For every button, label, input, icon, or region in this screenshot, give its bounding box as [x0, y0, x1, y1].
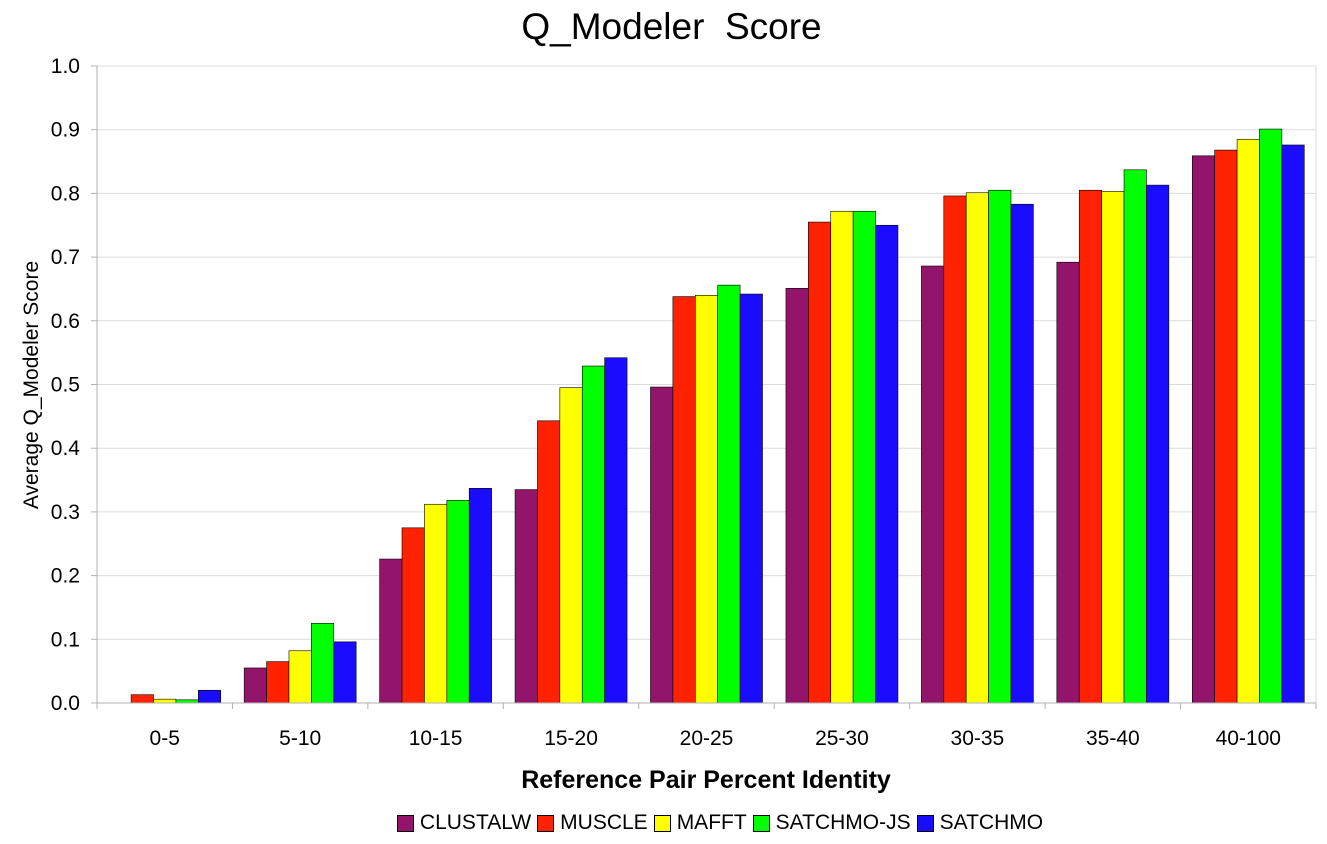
bar	[130, 694, 154, 704]
x-tick-label: 30-35	[951, 727, 1005, 750]
bar	[604, 357, 628, 704]
bar	[1056, 261, 1080, 704]
y-tick-label: 0.1	[51, 628, 80, 651]
x-tick-label: 25-30	[815, 727, 869, 750]
x-tick-label: 0-5	[150, 727, 180, 750]
bar	[198, 689, 222, 704]
y-tick-label: 0.5	[51, 374, 80, 397]
bar	[379, 558, 403, 704]
legend-label: SATCHMO-JS	[775, 811, 911, 834]
bars	[130, 128, 1305, 704]
bar	[830, 210, 854, 704]
x-tick-label: 15-20	[544, 727, 598, 750]
legend-label: MUSCLE	[560, 811, 648, 834]
bar	[1236, 138, 1260, 704]
y-tick-label: 0.3	[51, 501, 80, 524]
legend-item: MAFFT	[653, 811, 747, 835]
x-tick-label: 40-100	[1216, 727, 1281, 750]
bar	[1146, 184, 1170, 704]
bar	[311, 623, 335, 704]
bar	[875, 224, 899, 704]
y-tick-label: 0.6	[51, 310, 80, 333]
bar	[672, 296, 696, 704]
axes	[91, 65, 1317, 709]
bar	[650, 386, 674, 704]
legend-item: CLUSTALW	[396, 811, 532, 835]
bar	[559, 387, 583, 704]
legend-label: SATCHMO	[939, 811, 1044, 834]
bar	[988, 189, 1012, 704]
bar	[965, 192, 989, 704]
legend-swatch	[653, 814, 671, 832]
bar	[537, 420, 561, 704]
bar	[288, 650, 312, 704]
x-tick-label: 5-10	[279, 727, 321, 750]
legend-item: MUSCLE	[537, 811, 648, 835]
bar	[739, 293, 763, 704]
bar	[446, 500, 470, 704]
x-tick-label: 20-25	[680, 727, 734, 750]
legend-swatch	[396, 814, 414, 832]
bar	[1123, 169, 1147, 704]
chart-title: Q_Modeler Score	[521, 6, 822, 47]
legend-item: SATCHMO	[916, 811, 1044, 835]
y-tick-label: 0.8	[51, 182, 80, 205]
bar	[581, 365, 605, 704]
bar	[401, 527, 425, 704]
x-tick-label: 10-15	[409, 727, 463, 750]
legend-swatch	[916, 814, 934, 832]
legend-swatch	[752, 814, 770, 832]
bar	[1078, 189, 1102, 704]
legend-item: SATCHMO-JS	[752, 811, 911, 835]
bar	[808, 221, 832, 704]
bar	[852, 210, 876, 704]
bar	[943, 195, 967, 704]
legend-label: CLUSTALW	[419, 811, 532, 834]
bar	[1259, 128, 1283, 704]
bar	[1214, 149, 1238, 704]
y-tick-label: 0.7	[51, 246, 80, 269]
bar	[1281, 144, 1305, 704]
bar	[717, 284, 741, 704]
y-tick-labels: 0.0 0.1 0.2 0.3 0.4 0.5 0.6 0.7 0.8 0.9 1.0	[51, 55, 81, 715]
legend-swatch	[537, 814, 555, 832]
bar	[1010, 203, 1034, 704]
x-tick-labels: 0-5 5-10 10-15 15-20 20-25 25-30 30-35 35-40 40-…	[150, 727, 1281, 750]
bar	[921, 265, 945, 704]
y-tick-label: 0.4	[51, 437, 81, 460]
y-tick-label: 0.9	[51, 119, 80, 142]
y-tick-label: 0.2	[51, 565, 80, 588]
bar	[1191, 155, 1215, 704]
bar	[514, 489, 538, 704]
x-axis-label: Reference Pair Percent Identity	[521, 766, 891, 794]
y-tick-label: 0.0	[51, 692, 80, 715]
bar	[266, 661, 290, 704]
bar	[694, 295, 718, 704]
bar	[785, 288, 809, 704]
y-tick-label: 1.0	[51, 55, 80, 78]
bar	[333, 641, 357, 704]
y-axis-label: Average Q_Modeler Score	[20, 260, 43, 510]
bar	[243, 667, 267, 704]
bar	[1101, 191, 1125, 704]
x-tick-label: 35-40	[1086, 727, 1140, 750]
bar	[424, 503, 448, 704]
legend-label: MAFFT	[676, 811, 747, 834]
legend: CLUSTALW MUSCLE MAFFT SATCHMO-JS SATCHMO	[0, 811, 1327, 835]
bar	[468, 488, 492, 704]
bar	[153, 698, 177, 704]
